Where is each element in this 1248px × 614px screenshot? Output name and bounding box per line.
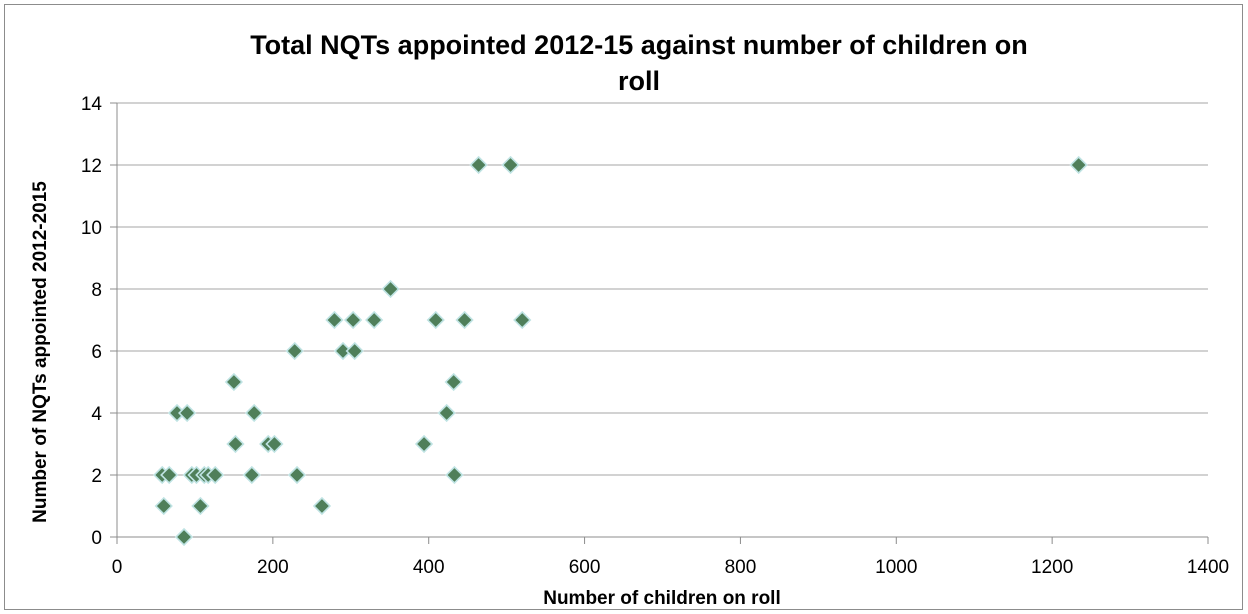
data-point — [191, 496, 210, 516]
x-tick-label: 200 — [257, 557, 289, 578]
data-point — [501, 155, 520, 175]
data-point — [445, 465, 464, 485]
data-point — [455, 310, 474, 330]
x-tick-label: 600 — [569, 557, 601, 578]
chart-title-line-2: roll — [618, 66, 660, 96]
data-point — [160, 465, 179, 485]
x-tick-label: 1200 — [1031, 557, 1073, 578]
data-point — [437, 403, 456, 423]
x-tick-labels: 0 200 400 600 800 1000 1200 1400 — [112, 557, 1229, 578]
chart-title-line-1: Total NQTs appointed 2012-15 against num… — [250, 30, 1028, 60]
x-tick-label: 1000 — [875, 557, 917, 578]
data-point — [226, 434, 245, 454]
y-tick-label: 10 — [81, 218, 102, 239]
x-axis-title: Number of children on roll — [543, 588, 781, 609]
x-tick-label: 0 — [112, 557, 123, 578]
data-point — [224, 372, 244, 392]
y-tick-label: 8 — [91, 280, 102, 301]
data-point — [426, 310, 445, 330]
data-point — [325, 310, 344, 330]
data-point — [206, 465, 225, 485]
y-tick-label: 6 — [91, 342, 102, 363]
gridlines — [110, 102, 1208, 538]
data-points — [153, 155, 1088, 547]
data-point — [242, 465, 261, 485]
x-tick-label: 1400 — [1187, 557, 1229, 578]
data-point — [381, 279, 400, 299]
data-point — [1069, 155, 1088, 175]
x-tick-label: 400 — [413, 557, 445, 578]
y-axis-title: Number of NQTs appointed 2012-2015 — [30, 181, 51, 523]
y-tick-label: 2 — [91, 466, 102, 487]
data-point — [345, 341, 364, 361]
y-tick-label: 14 — [81, 94, 103, 115]
x-tick-label: 800 — [725, 557, 757, 578]
data-point — [245, 403, 264, 423]
y-tick-label: 0 — [91, 528, 102, 549]
data-point — [513, 310, 532, 330]
data-point — [287, 465, 307, 485]
y-tick-labels: 0 2 4 6 8 10 12 14 — [81, 94, 103, 549]
data-point — [178, 403, 197, 423]
data-point — [365, 310, 384, 330]
data-point — [414, 434, 434, 454]
y-tick-label: 12 — [81, 156, 102, 177]
data-point — [343, 310, 363, 330]
data-point — [265, 434, 284, 454]
data-point — [312, 496, 332, 516]
data-point — [469, 155, 488, 175]
data-point — [444, 372, 463, 392]
data-point — [285, 341, 304, 361]
axes — [116, 103, 1209, 544]
chart-frame — [4, 4, 1243, 610]
data-point — [154, 496, 173, 516]
data-point — [174, 527, 194, 547]
y-tick-label: 4 — [91, 404, 102, 425]
